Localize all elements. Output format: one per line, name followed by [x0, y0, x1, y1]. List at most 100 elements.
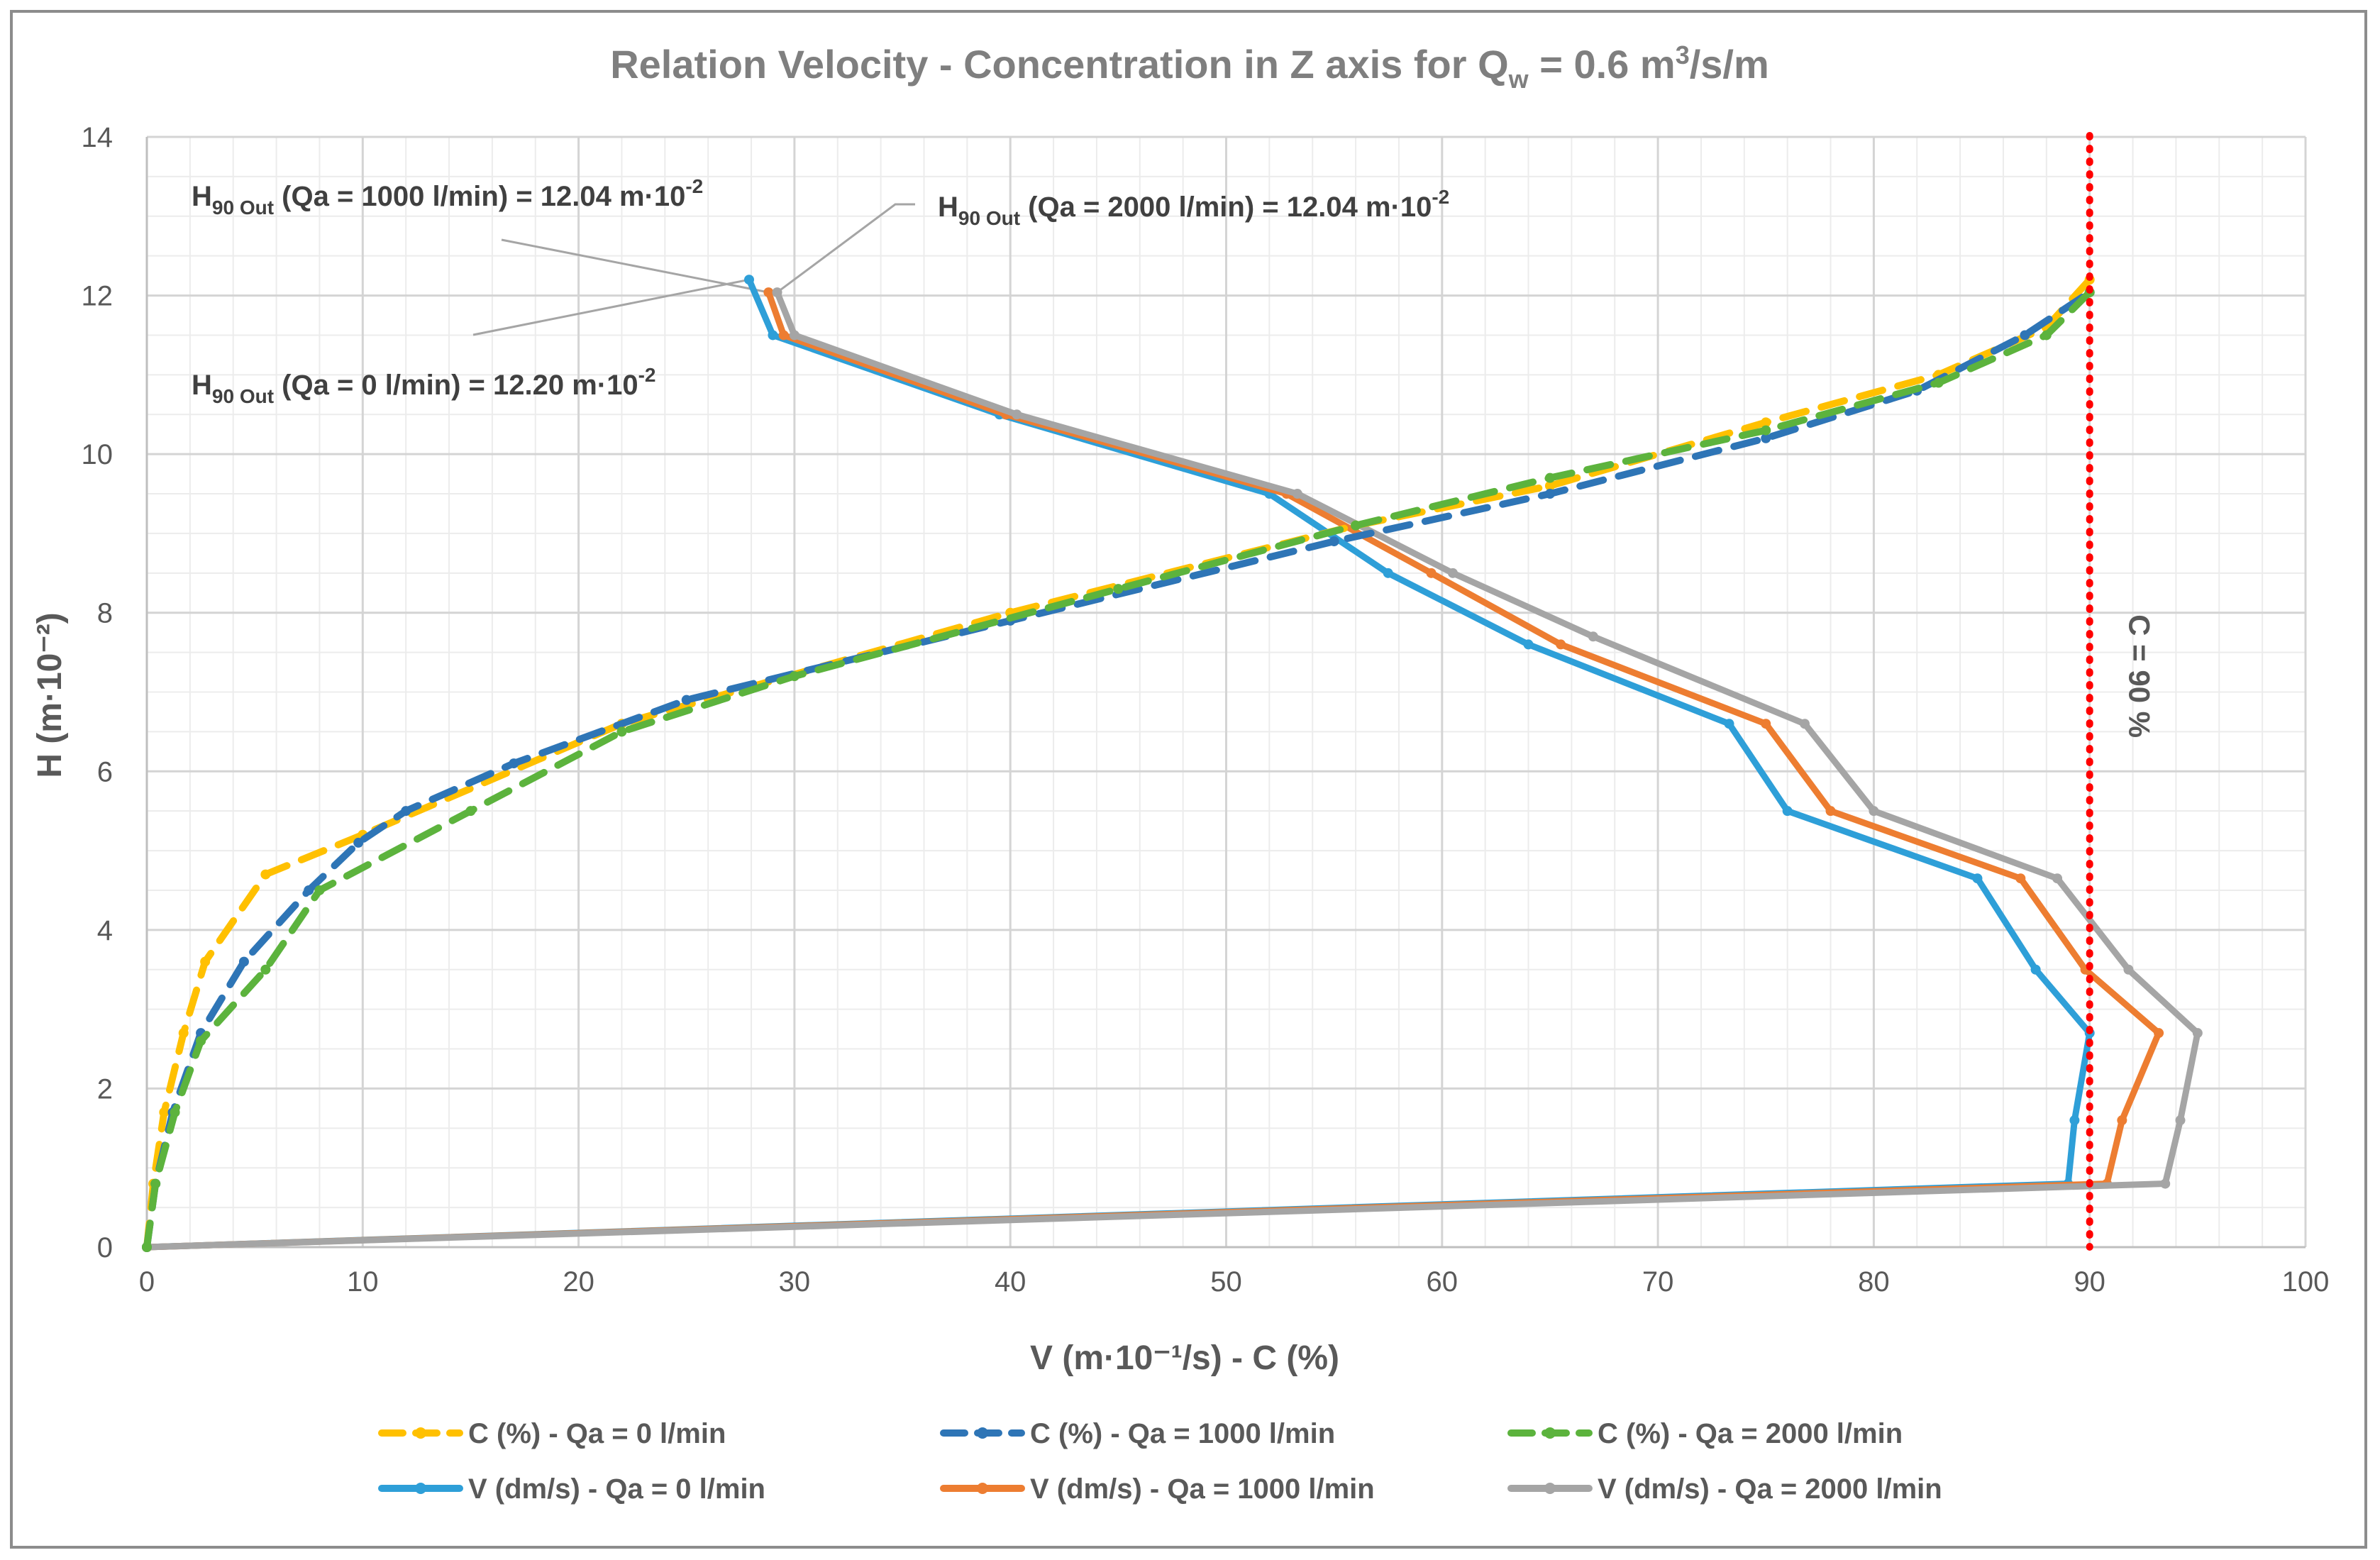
series-point-2 — [1761, 425, 1771, 436]
series-point-4 — [2015, 873, 2026, 884]
legend-marker-3 — [415, 1483, 426, 1494]
series-point-2 — [142, 1242, 152, 1252]
series-point-5 — [1012, 409, 1022, 420]
series-point-3 — [1782, 806, 1793, 817]
y-tick-label: 12 — [82, 281, 114, 312]
legend-marker-4 — [977, 1483, 988, 1494]
series-line-2 — [143, 289, 2093, 1251]
x-tick-label: 30 — [779, 1266, 811, 1298]
series-point-4 — [1426, 568, 1437, 578]
series-point-2 — [1544, 472, 1555, 483]
series-point-3 — [1724, 719, 1734, 729]
x-tick-label: 10 — [347, 1266, 379, 1298]
x-tick-labels: 0 10 20 30 40 50 60 70 80 90 100 — [139, 1266, 2330, 1298]
series-point-4 — [2117, 1115, 2127, 1126]
series-point-2 — [1351, 520, 1361, 531]
series-point-3 — [743, 275, 754, 285]
legend-label-2: C (%) - Qa = 2000 l/min — [1598, 1418, 1903, 1449]
series-point-2 — [170, 1107, 180, 1117]
series-point-4 — [763, 287, 774, 298]
series-point-2 — [1113, 584, 1124, 594]
series-point-0 — [260, 869, 271, 880]
legend-label-5: V (dm/s) - Qa = 2000 l/min — [1598, 1473, 1942, 1505]
series-point-0 — [1544, 480, 1555, 491]
axes — [145, 137, 2306, 1249]
leader-line-qa0 — [472, 278, 750, 336]
x-tick-label: 50 — [1210, 1266, 1242, 1298]
y-tick-label: 4 — [97, 915, 113, 946]
series-point-5 — [789, 330, 799, 341]
series-point-5 — [2160, 1178, 2171, 1189]
y-tick-label: 8 — [97, 598, 113, 629]
x-tick-label: 40 — [995, 1266, 1026, 1298]
series-point-5 — [1800, 719, 1810, 729]
series-point-1 — [353, 837, 364, 848]
legend-label-1: C (%) - Qa = 1000 l/min — [1030, 1418, 1335, 1449]
y-axis-title: H (m·10⁻²) — [31, 612, 69, 778]
series-point-1 — [681, 695, 692, 705]
legend-marker-0 — [415, 1427, 426, 1439]
y-tick-labels: 0 2 4 6 8 10 12 14 — [82, 122, 114, 1263]
series-point-0 — [200, 956, 211, 967]
reference-line-label: C = 90 % — [2123, 614, 2157, 738]
x-tick-label: 80 — [1858, 1266, 1890, 1298]
y-tick-label: 6 — [97, 756, 113, 787]
series-point-3 — [768, 330, 778, 341]
y-tick-label: 2 — [97, 1073, 113, 1105]
annotation-leaders — [472, 203, 915, 336]
series-point-3 — [2069, 1115, 2080, 1126]
y-tick-label: 14 — [82, 122, 114, 153]
series-point-1 — [401, 806, 411, 817]
series-point-5 — [1292, 489, 1302, 499]
series-point-5 — [1869, 806, 1879, 817]
series-point-4 — [1556, 639, 1566, 650]
series-point-2 — [789, 671, 799, 682]
legend-label-3: V (dm/s) - Qa = 0 l/min — [468, 1473, 765, 1505]
series-point-5 — [1448, 568, 1459, 578]
y-tick-label: 10 — [82, 439, 114, 470]
series-point-2 — [314, 885, 325, 895]
series-point-5 — [2052, 873, 2063, 884]
series-point-1 — [304, 885, 314, 895]
series-layer — [142, 275, 2203, 1252]
series-point-1 — [1761, 433, 1771, 443]
series-point-4 — [778, 330, 789, 341]
x-tick-label: 60 — [1427, 1266, 1459, 1298]
y-tick-label: 0 — [97, 1232, 113, 1263]
legend-marker-5 — [1544, 1483, 1556, 1494]
x-tick-label: 90 — [2074, 1266, 2105, 1298]
series-point-3 — [1523, 639, 1534, 650]
series-point-2 — [196, 1036, 206, 1046]
legend-marker-2 — [1544, 1427, 1556, 1439]
series-point-4 — [2154, 1028, 2164, 1039]
annotation-h90-qa1000: H90 Out (Qa = 1000 l/min) = 12.04 m·10-2 — [192, 175, 703, 218]
series-point-5 — [2175, 1115, 2186, 1126]
chart-frame — [10, 10, 2367, 1549]
series-point-0 — [1761, 417, 1771, 428]
leader-line-qa1000 — [501, 238, 769, 294]
series-point-2 — [150, 1178, 161, 1189]
legend-label-4: V (dm/s) - Qa = 1000 l/min — [1030, 1473, 1375, 1505]
series-point-1 — [1544, 489, 1555, 499]
series-point-3 — [2030, 964, 2041, 975]
x-tick-label: 0 — [139, 1266, 155, 1298]
series-point-1 — [1329, 536, 1339, 547]
series-point-4 — [1825, 806, 1836, 817]
series-point-5 — [1588, 631, 1598, 642]
series-point-1 — [509, 758, 519, 769]
annotation-h90-qa2000: H90 Out (Qa = 2000 l/min) = 12.04 m·10-2 — [938, 186, 1449, 229]
series-point-1 — [2020, 330, 2030, 341]
series-point-0 — [178, 1028, 189, 1039]
legend: C (%) - Qa = 0 l/min C (%) - Qa = 1000 l/… — [378, 1418, 1942, 1505]
major-gridlines — [145, 135, 2307, 1249]
series-point-5 — [772, 287, 782, 298]
legend-marker-1 — [977, 1427, 988, 1439]
leader-line-qa2000 — [776, 203, 915, 294]
x-tick-label: 70 — [1642, 1266, 1674, 1298]
x-tick-label: 20 — [563, 1266, 594, 1298]
series-point-2 — [1933, 377, 1944, 388]
series-point-5 — [2123, 964, 2134, 975]
series-point-5 — [2192, 1028, 2203, 1039]
series-point-3 — [1972, 873, 1983, 884]
